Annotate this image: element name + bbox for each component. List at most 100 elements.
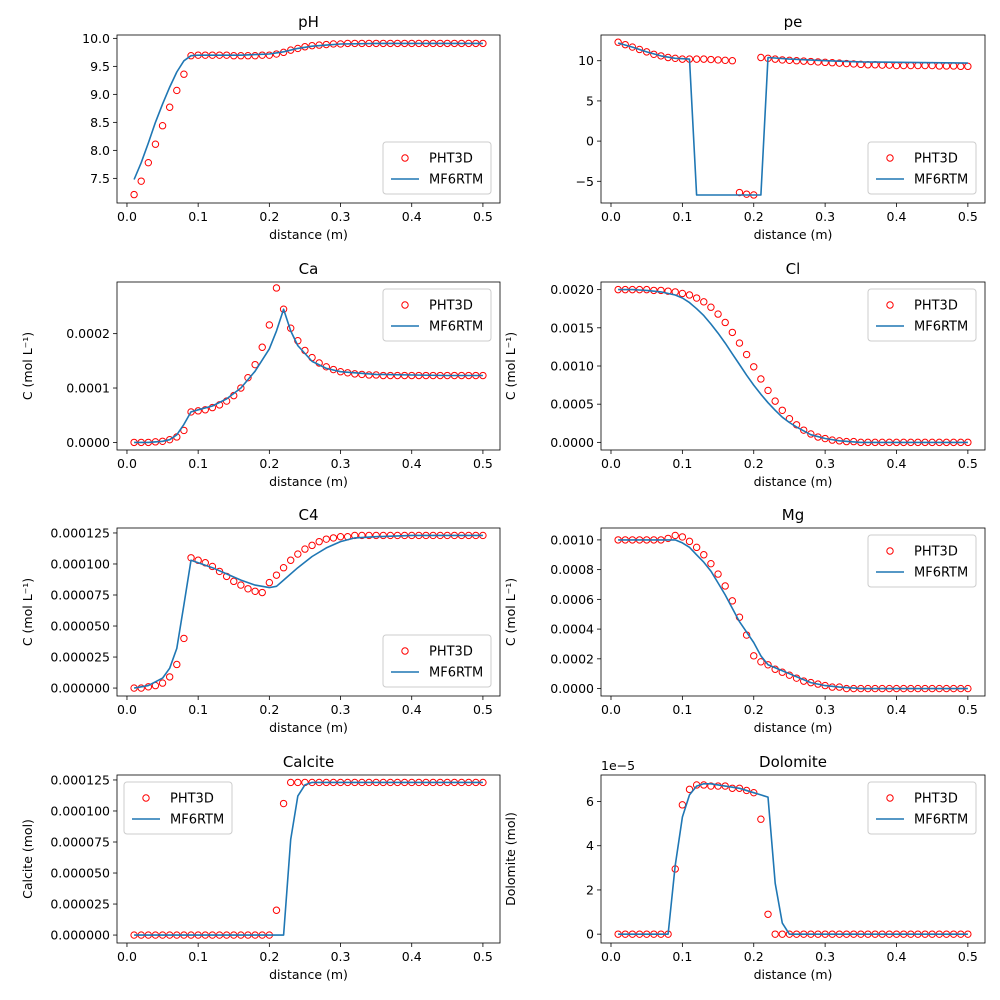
legend: PHT3D MF6RTM	[867, 534, 977, 588]
data-point-pht3d	[842, 684, 851, 693]
x-tick-label: 0.3	[815, 702, 835, 717]
data-point-pht3d	[707, 782, 715, 790]
x-tick-label: 0.5	[958, 949, 978, 964]
data-point-pht3d	[251, 360, 259, 369]
x-axis-label: distance (m)	[754, 227, 833, 242]
data-point-pht3d	[671, 531, 679, 540]
data-point-pht3d	[728, 328, 737, 337]
x-tick-label: 0.0	[117, 702, 137, 717]
data-point-pht3d	[664, 534, 672, 543]
data-point-pht3d	[237, 581, 245, 589]
data-point-pht3d	[800, 57, 808, 65]
y-tick-label: 0.0006	[550, 592, 594, 607]
x-tick-label: 0.5	[473, 456, 493, 471]
chart-panel-c4: C4 0.0 0.1 0.2 0.3 0.4 0.5 0.000000 0.000025 0.00…	[20, 506, 501, 735]
data-point-pht3d	[258, 588, 266, 597]
x-tick-label: 0.0	[601, 949, 621, 964]
series-line-mf6rtm	[617, 42, 968, 196]
chart-panel-dolomite: Dolomite 0.0 0.1 0.2 0.3 0.4 0.5 0 2 4 6 distance (…	[503, 753, 986, 982]
legend-swatch-marker	[886, 547, 894, 555]
x-tick-label: 0.5	[473, 209, 493, 224]
data-point-pht3d	[692, 294, 701, 302]
data-point-pht3d	[365, 531, 373, 540]
data-point-pht3d	[336, 532, 345, 541]
data-point-pht3d	[821, 58, 829, 67]
data-point-pht3d	[814, 58, 822, 66]
plot-area	[130, 778, 487, 939]
data-point-pht3d	[158, 679, 167, 687]
y-tick-label: 0.0020	[550, 282, 594, 297]
x-tick-label: 0.4	[887, 702, 907, 717]
plot-area	[130, 284, 487, 447]
data-point-pht3d	[807, 57, 815, 66]
x-tick-label: 0.4	[402, 456, 422, 471]
y-axis-label: Dolomite (mol)	[503, 812, 518, 906]
x-tick-label: 0.4	[402, 949, 422, 964]
x-axis-label: distance (m)	[269, 720, 348, 735]
x-tick-label: 0.1	[188, 209, 208, 224]
data-point-pht3d	[272, 284, 281, 292]
y-tick-label: 0.000050	[50, 866, 110, 881]
data-point-pht3d	[386, 371, 395, 380]
plot-area	[614, 781, 972, 938]
chart-panel-pe: pe 0.0 0.1 0.2 0.3 0.4 0.5 −5 0 5 10 distance (m) PH…	[576, 13, 986, 242]
legend-box	[382, 141, 492, 195]
data-point-pht3d	[742, 190, 751, 198]
data-point-pht3d	[272, 906, 281, 914]
legend-swatch-marker	[886, 301, 894, 309]
y-tick-label: 0.000125	[50, 772, 110, 787]
legend-box	[867, 288, 977, 342]
data-point-pht3d	[244, 373, 252, 382]
axes-frame	[116, 774, 501, 944]
x-tick-label: 0.2	[744, 949, 764, 964]
x-tick-label: 0.4	[402, 209, 422, 224]
legend-label: PHT3D	[914, 792, 958, 807]
x-tick-label: 0.4	[887, 949, 907, 964]
legend-box	[382, 634, 492, 688]
x-tick-label: 0.0	[117, 949, 137, 964]
y-tick-label: 0.0010	[550, 359, 594, 374]
data-point-pht3d	[173, 660, 181, 669]
data-point-pht3d	[144, 158, 153, 167]
data-point-pht3d	[942, 62, 951, 70]
x-tick-label: 0.1	[672, 209, 692, 224]
data-point-pht3d	[201, 406, 209, 414]
legend-label: PHT3D	[429, 645, 473, 660]
data-point-pht3d	[628, 43, 637, 51]
y-tick-label: 9.5	[90, 59, 110, 74]
data-point-pht3d	[258, 343, 266, 351]
y-tick-label: 7.5	[90, 171, 110, 186]
chart-title: pe	[784, 13, 803, 31]
legend-label: PHT3D	[429, 152, 473, 167]
data-point-pht3d	[721, 318, 729, 327]
data-point-pht3d	[635, 45, 644, 54]
data-point-pht3d	[907, 61, 915, 70]
chart-title: Ca	[299, 260, 319, 278]
y-tick-label: 0.0010	[550, 532, 594, 547]
x-tick-label: 0.3	[331, 949, 351, 964]
data-point-pht3d	[301, 545, 309, 553]
data-point-pht3d	[287, 556, 295, 564]
x-tick-label: 0.3	[815, 949, 835, 964]
legend-label: MF6RTM	[914, 566, 968, 581]
series-line-mf6rtm	[618, 539, 968, 690]
data-point-pht3d	[778, 406, 786, 414]
legend-swatch-marker	[142, 794, 150, 802]
y-tick-label: 0.000125	[50, 525, 110, 540]
data-point-pht3d	[935, 62, 944, 70]
x-axis-label: distance (m)	[269, 227, 348, 242]
axes-frame	[116, 34, 501, 204]
series-line-mf6rtm	[134, 781, 483, 936]
x-tick-label: 0.3	[815, 209, 835, 224]
axes-frame	[116, 527, 501, 697]
data-point-pht3d	[778, 56, 786, 64]
x-tick-label: 0.5	[958, 456, 978, 471]
chart-title: Calcite	[283, 753, 334, 771]
y-tick-label: 10.0	[82, 31, 110, 46]
data-point-pht3d	[294, 550, 302, 558]
data-point-pht3d	[828, 59, 836, 67]
data-point-pht3d	[237, 384, 245, 392]
plot-area	[130, 531, 487, 692]
axes-frame	[600, 281, 986, 451]
legend-box	[867, 534, 977, 588]
